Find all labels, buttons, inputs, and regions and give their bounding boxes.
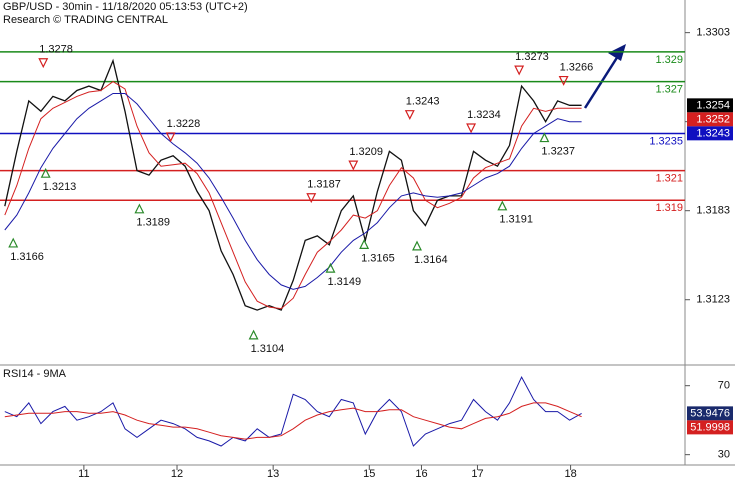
support-marker: [412, 240, 422, 251]
x-tick-label: 13: [267, 468, 279, 480]
annotation-label: 1.3104: [251, 343, 285, 355]
y-tick-label: 70: [718, 380, 730, 392]
level-label: 1.327: [655, 84, 683, 96]
series-line: [4, 93, 582, 290]
last-value-box: [687, 98, 733, 113]
last-value-label: 1.3243: [696, 127, 730, 139]
resistance-marker: [348, 160, 359, 171]
annotation-label: 1.3191: [499, 214, 533, 226]
annotation-label: 1.3228: [167, 118, 201, 130]
chart-subtitle: Research © TRADING CENTRAL: [3, 14, 168, 26]
series-line: [4, 375, 582, 447]
annotation-label: 1.3166: [10, 251, 44, 263]
level-label: 1.329: [655, 54, 683, 66]
support-marker: [539, 132, 550, 143]
x-tick-label: 15: [363, 468, 375, 480]
y-tick-label: 1.3123: [696, 294, 730, 306]
annotation-label: 1.3164: [414, 254, 448, 266]
annotation-label: 1.3213: [43, 181, 77, 193]
resistance-marker: [558, 75, 569, 86]
chart-title: GBP/USD - 30min - 11/18/2020 05:13:53 (U…: [3, 1, 248, 13]
annotation-label: 1.3278: [39, 44, 73, 56]
annotation-label: 1.3237: [541, 145, 575, 157]
resistance-marker: [165, 132, 176, 143]
support-marker: [497, 200, 508, 211]
x-tick-label: 18: [564, 468, 576, 480]
last-value-box: [687, 420, 733, 435]
series-line: [4, 80, 582, 310]
annotation-label: 1.3243: [406, 96, 440, 108]
annotation-label: 1.3187: [307, 179, 341, 191]
resistance-marker: [404, 110, 415, 121]
last-value-box: [687, 406, 733, 421]
annotation-label: 1.3209: [349, 146, 383, 158]
resistance-marker: [514, 65, 525, 76]
last-value-label: 53.9476: [690, 407, 730, 419]
last-value-label: 1.3254: [696, 99, 730, 111]
annotation-label: 1.3266: [560, 61, 594, 73]
support-marker: [325, 262, 336, 273]
x-tick-label: 11: [78, 468, 89, 480]
support-marker: [134, 203, 145, 214]
support-marker: [8, 237, 19, 248]
x-tick-label: 16: [415, 468, 427, 480]
x-tick-label: 12: [171, 468, 183, 480]
rsi-title: RSI14 - 9MA: [3, 368, 67, 380]
annotation-label: 1.3234: [467, 109, 501, 121]
series-line: [4, 402, 582, 440]
annotation-label: 1.3149: [327, 276, 361, 288]
annotation-label: 1.3165: [361, 252, 395, 264]
annotation-label: 1.3273: [515, 51, 549, 63]
level-label: 1.321: [655, 173, 683, 185]
last-value-label: 1.3252: [696, 113, 730, 125]
resistance-marker: [38, 58, 49, 69]
x-tick-label: 17: [471, 468, 483, 480]
last-value-label: 51.9998: [690, 421, 730, 433]
annotation-label: 1.3189: [136, 217, 170, 229]
support-marker: [248, 329, 259, 340]
y-tick-label: 1.3303: [696, 27, 730, 39]
level-label: 1.3235: [649, 135, 683, 147]
level-label: 1.319: [655, 202, 683, 214]
last-value-box: [687, 126, 733, 141]
y-tick-label: 1.3183: [696, 205, 730, 217]
y-tick-label: 30: [718, 449, 730, 461]
last-value-box: [687, 112, 733, 127]
support-marker: [359, 239, 370, 249]
resistance-marker: [466, 123, 477, 134]
resistance-marker: [306, 193, 317, 204]
support-marker: [40, 167, 51, 178]
